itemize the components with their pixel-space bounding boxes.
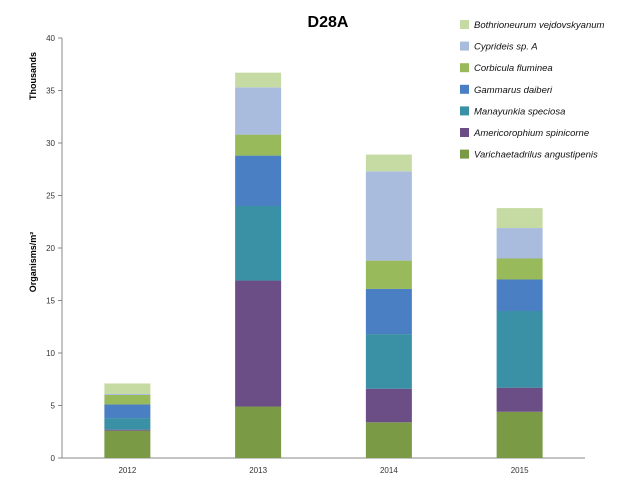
- bar-segment: [365, 388, 412, 423]
- legend-label: Americorophium spinicorne: [473, 128, 589, 139]
- y-axis-label: Organisms/m²: [28, 232, 38, 293]
- x-tick-label: 2012: [118, 466, 136, 475]
- bar-segment: [235, 206, 282, 281]
- x-tick-label: 2014: [380, 466, 398, 475]
- legend-label: Corbicula fluminea: [474, 63, 553, 74]
- y-tick-label: 5: [51, 402, 56, 411]
- bar-segment: [235, 72, 282, 88]
- bar-segment: [104, 393, 151, 395]
- y-tick-label: 0: [51, 454, 56, 463]
- bar-segment: [496, 279, 543, 311]
- y-tick-label: 15: [46, 297, 55, 306]
- legend-swatch: [460, 20, 469, 29]
- bar-segment: [104, 429, 151, 431]
- bar-segment: [365, 288, 412, 335]
- y-tick-label: 20: [46, 244, 55, 253]
- bar-segment: [365, 334, 412, 389]
- bar-segment: [496, 311, 543, 388]
- legend-swatch: [460, 63, 469, 73]
- y-tick-label: 40: [46, 34, 55, 43]
- bar-segment: [104, 383, 151, 394]
- y-axis-unit-label: Thousands: [28, 52, 38, 100]
- legend: Bothrioneurum vejdovskyanum Cyprideis sp.…: [460, 20, 605, 161]
- y-tick-label: 35: [46, 87, 55, 96]
- bar-segment: [104, 430, 151, 458]
- x-axis: 2012 2013 2014 2015: [62, 457, 585, 475]
- x-tick-label: 2013: [249, 466, 267, 475]
- y-axis: 0 5 10 15 20 25 30 35 40: [46, 34, 63, 463]
- bar-segment: [496, 228, 543, 259]
- legend-swatch: [460, 106, 469, 116]
- bar-segment: [104, 404, 151, 419]
- bar-segment: [496, 208, 543, 229]
- legend-swatch: [460, 149, 469, 159]
- y-tick-label: 30: [46, 139, 55, 148]
- bar-segment: [235, 155, 282, 206]
- legend-label: Cyprideis sp. A: [474, 42, 538, 53]
- legend-label: Manayunkia speciosa: [474, 106, 565, 117]
- bar-segment: [365, 171, 412, 261]
- x-tick-label: 2015: [511, 466, 529, 475]
- legend-label: Gammarus daiberi: [474, 85, 553, 96]
- bar-segment: [496, 258, 543, 280]
- bar-segment: [104, 395, 151, 405]
- y-tick-label: 25: [46, 192, 55, 201]
- bar-segment: [104, 418, 151, 430]
- bars: [104, 72, 543, 458]
- chart-title: D28A: [308, 14, 349, 31]
- y-tick-label: 10: [46, 349, 55, 358]
- legend-label: Bothrioneurum vejdovskyanum: [474, 20, 605, 31]
- legend-swatch: [460, 128, 469, 137]
- bar-segment: [365, 260, 412, 289]
- bar-segment: [235, 280, 282, 407]
- bar-segment: [235, 87, 282, 135]
- legend-swatch: [460, 41, 469, 51]
- bar-segment: [235, 134, 282, 156]
- bar-segment: [496, 411, 543, 458]
- bar-segment: [235, 406, 282, 458]
- bar-segment: [365, 422, 412, 458]
- bar-segment: [496, 387, 543, 412]
- bar-segment: [365, 154, 412, 172]
- legend-swatch: [460, 84, 469, 94]
- legend-label: Varichaetadrilus angustipenis: [474, 150, 598, 161]
